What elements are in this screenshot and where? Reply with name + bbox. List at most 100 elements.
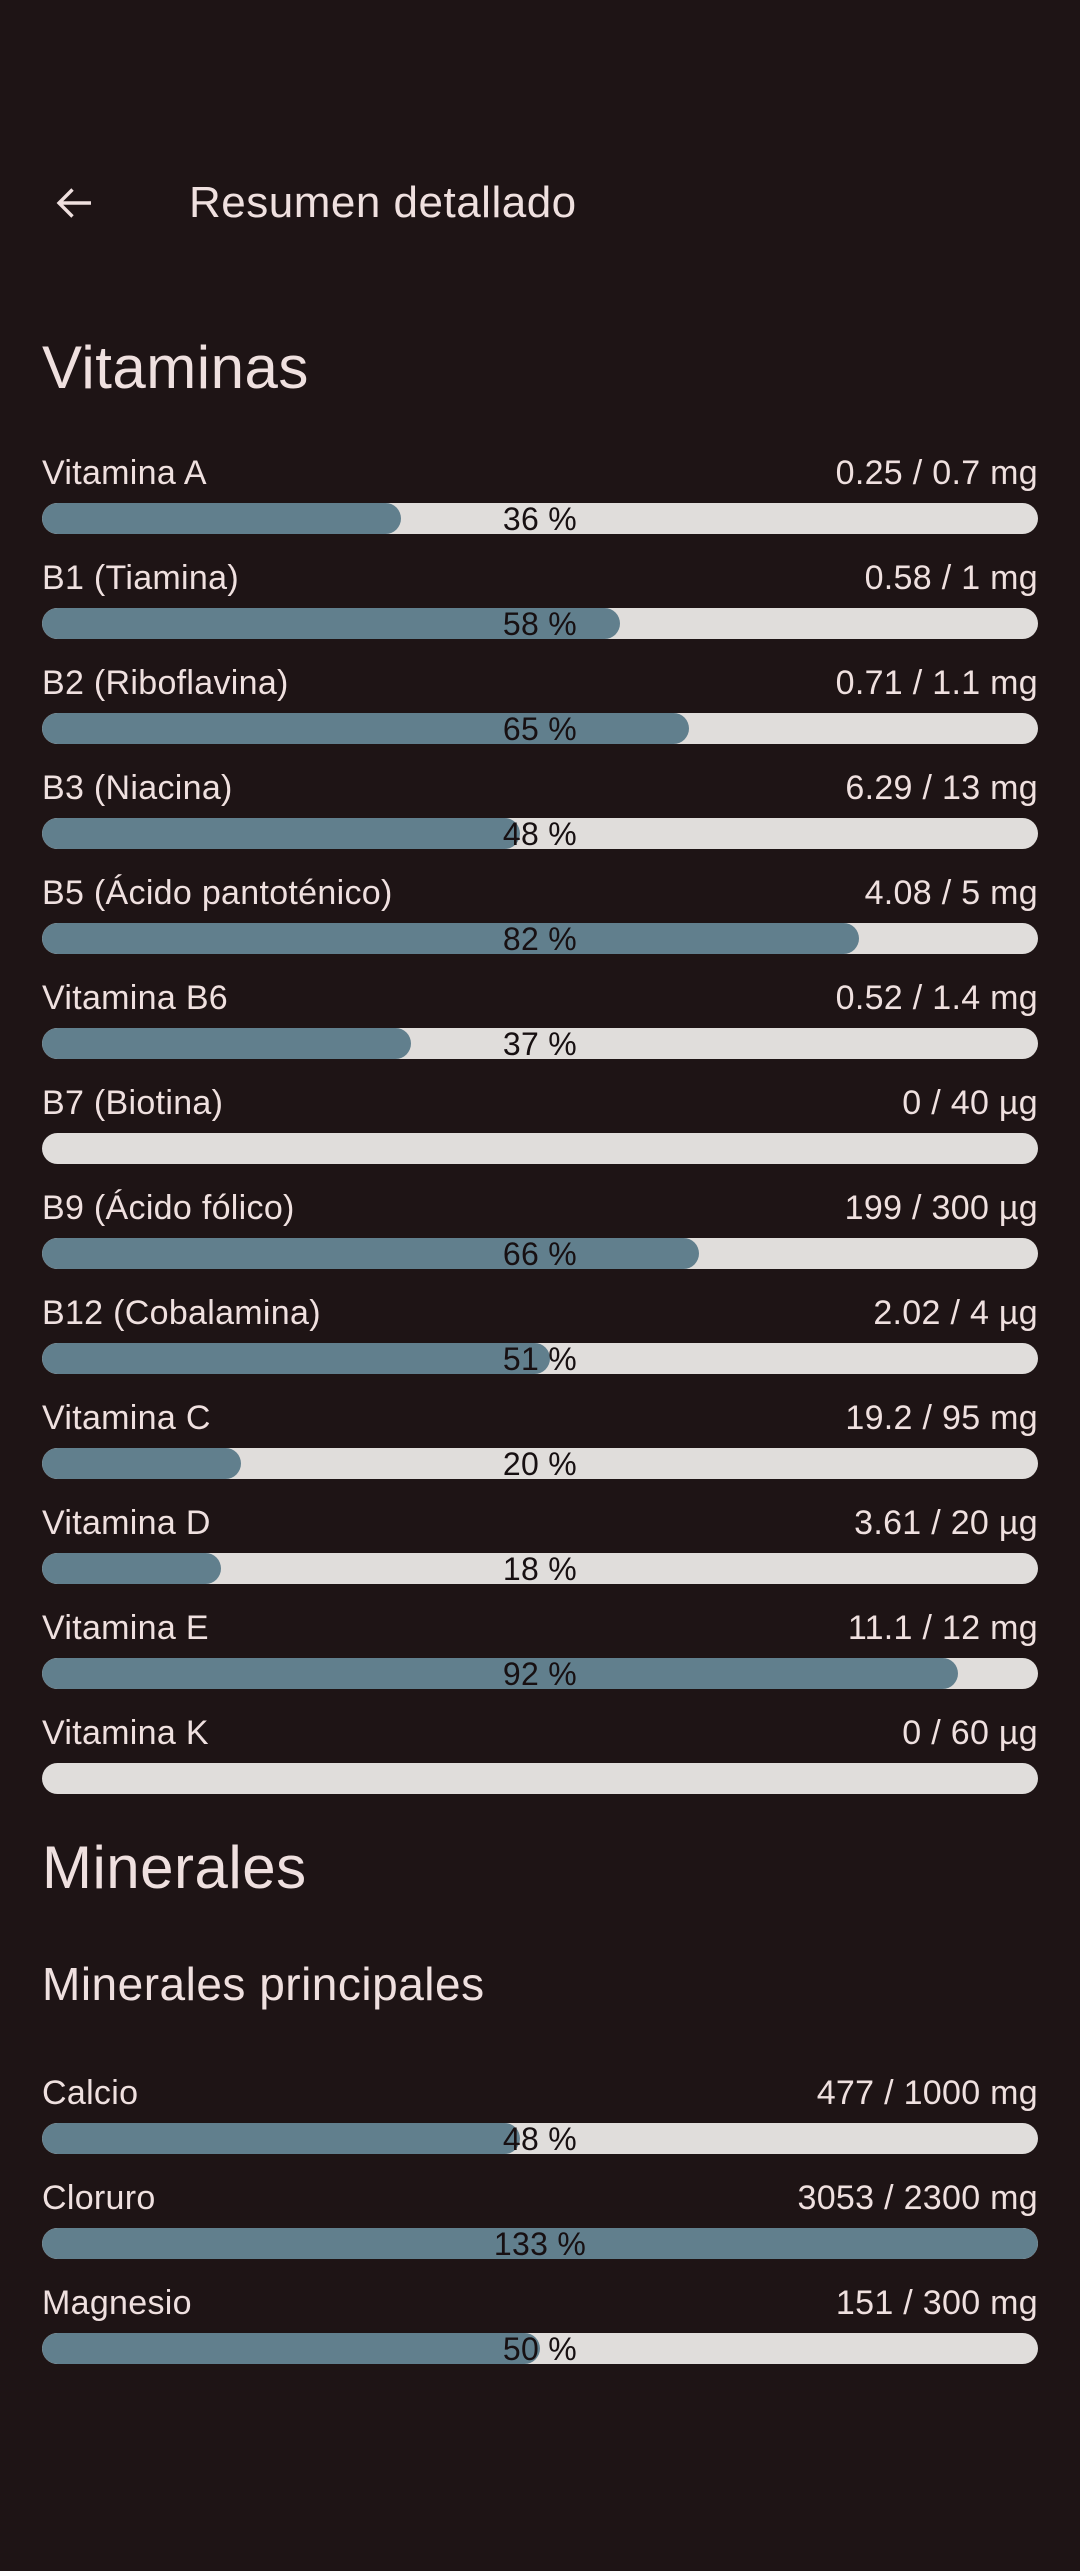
nutrient-value: 0.58 / 1 mg [864,559,1038,597]
progress-fill [42,713,690,744]
nutrient-row: B12 (Cobalamina) 2.02 / 4 µg 51 % [42,1293,1038,1374]
nutrient-row: B5 (Ácido pantoténico) 4.08 / 5 mg 82 % [42,873,1038,954]
progress-bar: 36 % [42,503,1038,534]
section-title-minerales: Minerales [42,1834,307,1901]
nutrient-value: 6.29 / 13 mg [845,769,1038,807]
nutrient-name: B2 (Riboflavina) [42,664,289,702]
nutrient-row: Vitamina E 11.1 / 12 mg 92 % [42,1608,1038,1689]
progress-bar: 48 % [42,818,1038,849]
nutrient-value: 19.2 / 95 mg [845,1399,1038,1437]
progress-percent-label: 48 % [502,818,578,849]
progress-percent-label: 48 % [502,2123,578,2154]
nutrient-row: B7 (Biotina) 0 / 40 µg [42,1083,1038,1164]
progress-bar: 133 % [42,2228,1038,2259]
nutrient-value: 0 / 60 µg [902,1714,1038,1752]
nutrient-row: Magnesio 151 / 300 mg 50 % [42,2283,1038,2364]
progress-percent-label: 36 % [502,503,578,534]
progress-percent-label: 65 % [502,713,578,744]
nutrient-value: 11.1 / 12 mg [847,1609,1038,1647]
progress-bar: 18 % [42,1553,1038,1584]
progress-bar [42,1763,1038,1794]
nutrient-row: Vitamina C 19.2 / 95 mg 20 % [42,1398,1038,1479]
nutrient-row: B9 (Ácido fólico) 199 / 300 µg 66 % [42,1188,1038,1269]
nutrient-value: 0.71 / 1.1 mg [835,664,1038,702]
nutrient-name: Vitamina B6 [42,979,229,1017]
nutrient-value: 4.08 / 5 mg [864,874,1038,912]
progress-fill [42,1028,411,1059]
progress-fill [42,2228,1038,2259]
progress-percent-label: 133 % [493,2228,587,2259]
nutrient-name: B5 (Ácido pantoténico) [42,874,393,912]
nutrient-name: B7 (Biotina) [42,1084,224,1122]
progress-fill [42,503,401,534]
progress-percent-label: 18 % [502,1553,578,1584]
nutrient-name: B1 (Tiamina) [42,559,239,597]
screen: { "colors": { "background": "#1E1415", "… [0,171,1080,2571]
progress-bar: 48 % [42,2123,1038,2154]
progress-fill [42,818,521,849]
subsection-title-minerales-principales: Minerales principales [42,1958,485,2010]
progress-bar: 92 % [42,1658,1038,1689]
nutrient-value: 151 / 300 mg [835,2284,1038,2322]
nutrient-value: 0 / 40 µg [902,1084,1038,1122]
nutrient-name: Vitamina A [42,454,207,492]
nutrient-row: Vitamina A 0.25 / 0.7 mg 36 % [42,453,1038,534]
section-title-vitaminas: Vitaminas [42,334,309,401]
nutrient-name: B12 (Cobalamina) [42,1294,321,1332]
progress-percent-label: 66 % [502,1238,578,1269]
back-button[interactable] [50,179,98,227]
progress-percent-label: 58 % [502,608,578,639]
progress-fill [42,2333,540,2364]
nutrient-value: 0.25 / 0.7 mg [835,454,1038,492]
progress-fill [42,1448,242,1479]
nutrient-row: B2 (Riboflavina) 0.71 / 1.1 mg 65 % [42,663,1038,744]
progress-percent-label: 82 % [502,923,578,954]
top-app-bar: Resumen detallado [0,171,1080,235]
nutrient-name: Vitamina D [42,1504,211,1542]
progress-bar: 66 % [42,1238,1038,1269]
nutrient-name: Vitamina E [42,1609,209,1647]
nutrient-row: Vitamina K 0 / 60 µg [42,1713,1038,1794]
nutrient-summary-list[interactable]: Vitaminas Vitamina A 0.25 / 0.7 mg 36 % … [0,333,1080,2364]
nutrient-name: B3 (Niacina) [42,769,233,807]
nutrient-row: Vitamina B6 0.52 / 1.4 mg 37 % [42,978,1038,1059]
progress-bar: 37 % [42,1028,1038,1059]
nutrient-name: B9 (Ácido fólico) [42,1189,295,1227]
nutrient-row: Cloruro 3053 / 2300 mg 133 % [42,2178,1038,2259]
progress-percent-label: 20 % [502,1448,578,1479]
nutrient-row: B3 (Niacina) 6.29 / 13 mg 48 % [42,768,1038,849]
nutrient-value: 3.61 / 20 µg [854,1504,1038,1542]
progress-fill [42,1658,959,1689]
progress-percent-label: 92 % [502,1658,578,1689]
progress-fill [42,2123,521,2154]
progress-fill [42,1553,222,1584]
progress-bar: 51 % [42,1343,1038,1374]
nutrient-row: Calcio 477 / 1000 mg 48 % [42,2073,1038,2154]
progress-bar: 50 % [42,2333,1038,2364]
progress-fill [42,1343,550,1374]
nutrient-value: 0.52 / 1.4 mg [835,979,1038,1017]
nutrient-name: Magnesio [42,2284,192,2322]
nutrient-name: Vitamina K [42,1714,209,1752]
progress-bar: 20 % [42,1448,1038,1479]
progress-bar [42,1133,1038,1164]
nutrient-value: 199 / 300 µg [844,1189,1038,1227]
nutrient-name: Cloruro [42,2179,156,2217]
progress-percent-label: 50 % [502,2333,578,2364]
nutrient-value: 477 / 1000 mg [816,2074,1038,2112]
nutrient-name: Vitamina C [42,1399,211,1437]
arrow-left-icon [50,179,98,227]
progress-bar: 65 % [42,713,1038,744]
page-title: Resumen detallado [189,178,577,227]
progress-bar: 58 % [42,608,1038,639]
progress-fill [42,608,620,639]
nutrient-row: B1 (Tiamina) 0.58 / 1 mg 58 % [42,558,1038,639]
nutrient-row: Vitamina D 3.61 / 20 µg 18 % [42,1503,1038,1584]
progress-percent-label: 37 % [502,1028,578,1059]
nutrient-value: 3053 / 2300 mg [797,2179,1038,2217]
progress-percent-label: 51 % [502,1343,578,1374]
progress-bar: 82 % [42,923,1038,954]
progress-fill [42,923,859,954]
nutrient-value: 2.02 / 4 µg [873,1294,1038,1332]
progress-fill [42,1238,700,1269]
